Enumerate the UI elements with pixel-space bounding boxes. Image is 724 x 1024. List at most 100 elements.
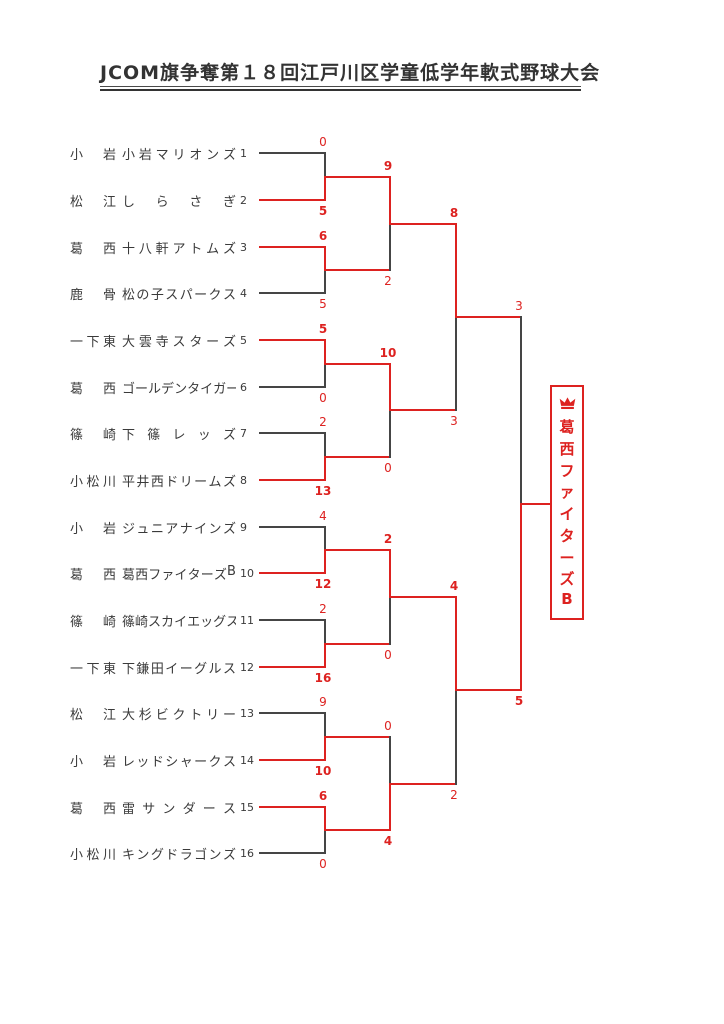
team-name: キングドラゴンズ xyxy=(122,847,236,863)
bracket-line xyxy=(259,386,325,388)
bracket-line xyxy=(259,526,325,528)
score-label: 16 xyxy=(314,671,332,685)
team-name: レッドシャークス xyxy=(122,754,236,770)
team-row: 葛西 雷サンダース 15 xyxy=(70,797,258,817)
bracket-line xyxy=(259,292,325,294)
score-label: 2 xyxy=(450,788,458,802)
bracket-line xyxy=(324,246,326,271)
score-label: 5 xyxy=(514,694,524,708)
score-label: 3 xyxy=(515,299,523,313)
crown-icon xyxy=(559,397,575,410)
team-row: 鹿骨 松の子スパークス 4 xyxy=(70,283,258,303)
score-label: 2 xyxy=(319,602,327,616)
bracket-line xyxy=(324,829,326,854)
team-region: 小岩 xyxy=(70,147,116,163)
bracket-line xyxy=(389,783,457,785)
team-seed: 10 xyxy=(240,566,254,580)
bracket-line xyxy=(389,363,391,411)
bracket-line xyxy=(455,316,457,411)
bracket-line xyxy=(324,806,326,831)
team-name: 下篠レッズ xyxy=(122,427,236,443)
bracket-line xyxy=(324,456,391,458)
bracket-line xyxy=(259,199,325,201)
score-label: 0 xyxy=(319,135,327,149)
bracket-line xyxy=(389,596,391,645)
score-label: 0 xyxy=(384,461,392,475)
team-seed: 1 xyxy=(240,146,247,160)
bracket-line xyxy=(324,456,326,481)
bracket-line xyxy=(455,316,522,318)
team-row: 松江 大杉ビクトリー 13 xyxy=(70,703,258,723)
score-label: 12 xyxy=(314,577,332,591)
bracket-line xyxy=(389,176,391,225)
team-seed: 16 xyxy=(240,846,254,860)
bracket-line xyxy=(324,269,391,271)
team-name: 篠崎スカイエッグス xyxy=(122,614,236,630)
team-row: 松江 しらさぎ 2 xyxy=(70,190,258,210)
team-region: 篠崎 xyxy=(70,614,116,630)
team-seed: 4 xyxy=(240,286,247,300)
bracket-line xyxy=(455,689,522,691)
team-seed: 13 xyxy=(240,706,254,720)
bracket-line xyxy=(455,223,457,318)
champion-line xyxy=(520,503,552,505)
team-row: 一下東 大雲寺スターズ 5 xyxy=(70,330,258,350)
team-name: ゴールデンタイガー xyxy=(122,381,236,397)
team-region: 小岩 xyxy=(70,754,116,770)
bracket-line xyxy=(259,619,325,621)
score-label: 2 xyxy=(384,274,392,288)
score-label: 2 xyxy=(319,415,327,429)
bracket-line xyxy=(324,176,391,178)
bracket-line xyxy=(389,736,391,785)
score-label: 6 xyxy=(318,789,328,803)
bracket-line xyxy=(259,339,325,341)
team-name: しらさぎ xyxy=(122,194,236,210)
bracket-line xyxy=(520,316,522,505)
bracket-line xyxy=(324,432,326,458)
bracket-line xyxy=(259,759,325,761)
score-label: 5 xyxy=(319,297,327,311)
team-row: 小松川 平井西ドリームズ 8 xyxy=(70,470,258,490)
bracket-line xyxy=(324,363,326,388)
bracket-line xyxy=(324,269,326,294)
bracket-line xyxy=(520,503,522,691)
team-region: 松江 xyxy=(70,194,116,210)
team-seed: 14 xyxy=(240,753,254,767)
bracket-line xyxy=(324,339,326,365)
score-label: 4 xyxy=(383,834,393,848)
bracket-line xyxy=(324,829,391,831)
score-label: 0 xyxy=(319,857,327,871)
bracket-line xyxy=(324,736,391,738)
team-row: 一下東 下鎌田イーグルス 12 xyxy=(70,657,258,677)
bracket-line xyxy=(259,152,325,154)
team-name: 大雲寺スターズ xyxy=(122,334,236,350)
team-seed: 7 xyxy=(240,426,247,440)
score-label: 2 xyxy=(383,532,393,546)
score-label: 5 xyxy=(318,204,328,218)
team-seed: 3 xyxy=(240,240,247,254)
score-label: 0 xyxy=(384,648,392,662)
bracket-line xyxy=(324,363,391,365)
team-row: 小岩 ジュニアナインズ 9 xyxy=(70,517,258,537)
team-seed: 2 xyxy=(240,193,247,207)
team-name: 雷サンダース xyxy=(122,801,236,817)
bracket-line xyxy=(389,596,457,598)
bracket-line xyxy=(259,479,325,481)
score-label: 0 xyxy=(319,391,327,405)
team-region: 葛西 xyxy=(70,801,116,817)
team-seed: 15 xyxy=(240,800,254,814)
title-underline xyxy=(100,86,581,91)
bracket-line xyxy=(389,409,457,411)
bracket-line xyxy=(455,689,457,785)
bracket-line xyxy=(324,643,326,668)
score-label: 0 xyxy=(384,719,392,733)
score-label: 13 xyxy=(314,484,332,498)
bracket-line xyxy=(389,223,391,271)
score-label: 5 xyxy=(318,322,328,336)
score-label: 10 xyxy=(379,346,397,360)
team-region: 松江 xyxy=(70,707,116,723)
team-region: 一下東 xyxy=(70,334,116,350)
